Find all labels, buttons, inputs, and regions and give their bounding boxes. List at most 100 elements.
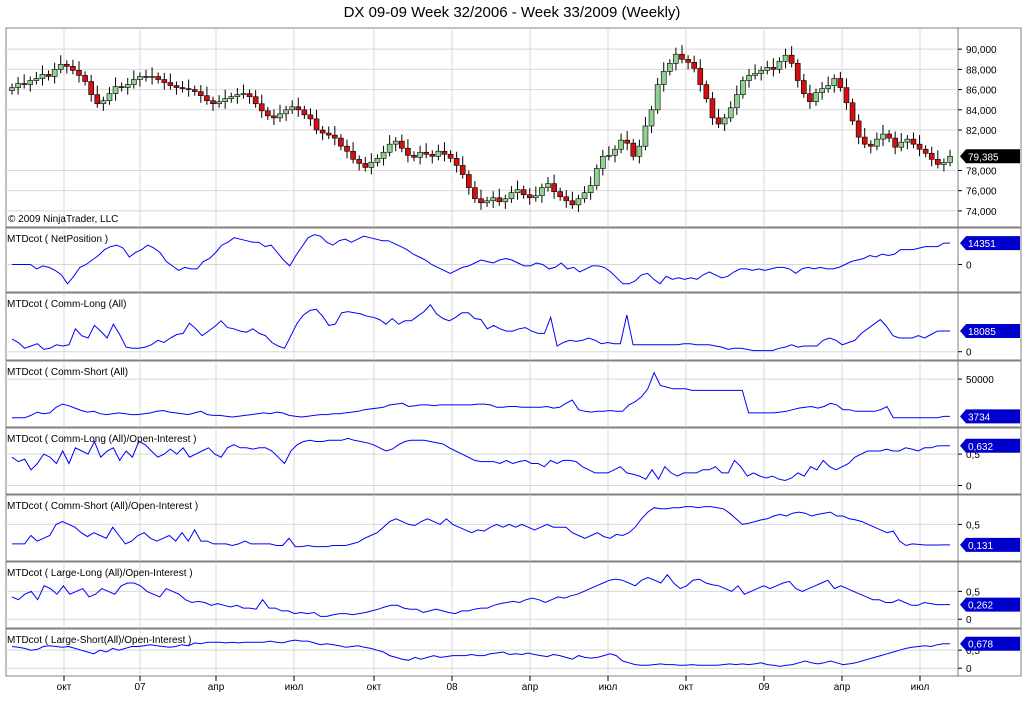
- candle: [612, 148, 618, 156]
- candle: [411, 154, 417, 158]
- candle: [332, 134, 338, 139]
- candle: [185, 88, 192, 90]
- candle: [520, 189, 527, 196]
- candle: [654, 84, 661, 111]
- candle: [819, 88, 825, 93]
- candle: [928, 152, 935, 160]
- panel-1-frame: [5, 227, 1022, 293]
- panel-2-last-value-badge: [960, 323, 1020, 338]
- panel-4-last-value-badge: [960, 438, 1020, 453]
- x-axis-label: июл: [285, 682, 304, 693]
- candle: [740, 80, 746, 95]
- panel-4-series-line: [11, 437, 950, 482]
- candle: [350, 150, 356, 160]
- candle: [283, 109, 289, 115]
- x-axis-label: апр: [208, 682, 225, 693]
- candle: [660, 71, 667, 85]
- candle: [21, 83, 27, 85]
- candle: [484, 200, 490, 204]
- panel-6-tick-label: 0: [966, 615, 972, 626]
- candle: [228, 96, 235, 99]
- panel-2-frame: [5, 292, 1022, 361]
- panel-0-last-value-badge: [960, 149, 1020, 164]
- x-axis-label: окт: [679, 682, 694, 693]
- candle: [143, 76, 149, 78]
- candle: [252, 96, 259, 105]
- x-axis-label: июл: [911, 682, 930, 693]
- candle: [124, 84, 131, 88]
- panel-3-last-value: 3734: [968, 412, 991, 423]
- candle: [709, 98, 716, 119]
- candle: [210, 100, 216, 105]
- panel-5-last-value-badge: [960, 537, 1020, 552]
- candle: [764, 67, 771, 71]
- panel-1-label: MTDcot ( NetPosition ): [7, 234, 108, 245]
- panel-5-label: MTDcot ( Comm-Short (All)/Open-Interest …: [7, 501, 198, 512]
- candle: [545, 183, 551, 188]
- candle: [831, 78, 838, 86]
- candle: [295, 106, 302, 111]
- candle: [88, 81, 94, 95]
- candle: [191, 89, 198, 92]
- candle: [642, 125, 649, 147]
- candle: [429, 153, 436, 157]
- panel-3-frame: [5, 360, 1022, 428]
- candle: [794, 63, 801, 81]
- candle: [551, 183, 557, 192]
- panel-5-last-value: 0,131: [968, 541, 993, 552]
- panel-6-tick-label: 0,5: [966, 587, 980, 598]
- candle: [630, 142, 637, 157]
- candle: [947, 156, 953, 163]
- candle: [417, 151, 423, 158]
- panel-6-last-value: 0,262: [968, 601, 993, 612]
- candle: [313, 118, 320, 131]
- candle: [356, 159, 362, 164]
- panel-6-label: MTDcot ( Large-Long (All)/Open-Interest …: [7, 568, 193, 579]
- candle: [167, 82, 174, 86]
- candle: [490, 197, 496, 202]
- panel-7-tick-label: 0: [966, 664, 972, 675]
- candle: [33, 78, 40, 81]
- candle: [861, 136, 868, 145]
- panel-5-series-line: [12, 506, 950, 548]
- candle: [222, 98, 228, 103]
- candle: [368, 162, 375, 168]
- candle: [801, 80, 807, 94]
- candle: [721, 117, 728, 125]
- candle: [758, 70, 764, 74]
- panel-2-series-line: [11, 303, 950, 352]
- candle: [106, 93, 113, 102]
- candle: [935, 159, 941, 165]
- panel-0-tick-label: 88,000: [966, 65, 997, 76]
- panel-7-last-value: 0,678: [968, 640, 993, 651]
- x-axis-label: окт: [367, 682, 382, 693]
- candle: [57, 64, 64, 70]
- candle: [502, 198, 509, 203]
- candle: [636, 145, 643, 157]
- panel-6-series-line: [11, 573, 950, 617]
- candle: [575, 198, 582, 206]
- candle: [405, 147, 411, 156]
- candle: [898, 141, 905, 148]
- panel-7-label: MTDcot ( Large-Short(All)/Open-Interest …: [7, 635, 192, 646]
- candle: [886, 133, 892, 139]
- candle: [15, 83, 21, 88]
- panel-4-tick-label: 0: [966, 481, 972, 492]
- candle: [453, 158, 460, 166]
- candle: [880, 133, 886, 140]
- panel-1-series-line: [12, 234, 950, 285]
- panel-1-last-value: 14351: [968, 239, 996, 250]
- candle: [380, 151, 387, 159]
- candle: [277, 113, 283, 119]
- candle: [472, 187, 478, 200]
- candle: [526, 194, 533, 199]
- x-axis-label: 09: [758, 682, 770, 693]
- candle: [679, 53, 685, 60]
- panel-4-tick-label: 0,5: [966, 450, 980, 461]
- candle: [533, 195, 539, 199]
- panel-3-label: MTDcot ( Comm-Short (All): [7, 367, 128, 378]
- candle: [149, 76, 155, 78]
- candle: [606, 154, 612, 157]
- candle: [100, 100, 107, 105]
